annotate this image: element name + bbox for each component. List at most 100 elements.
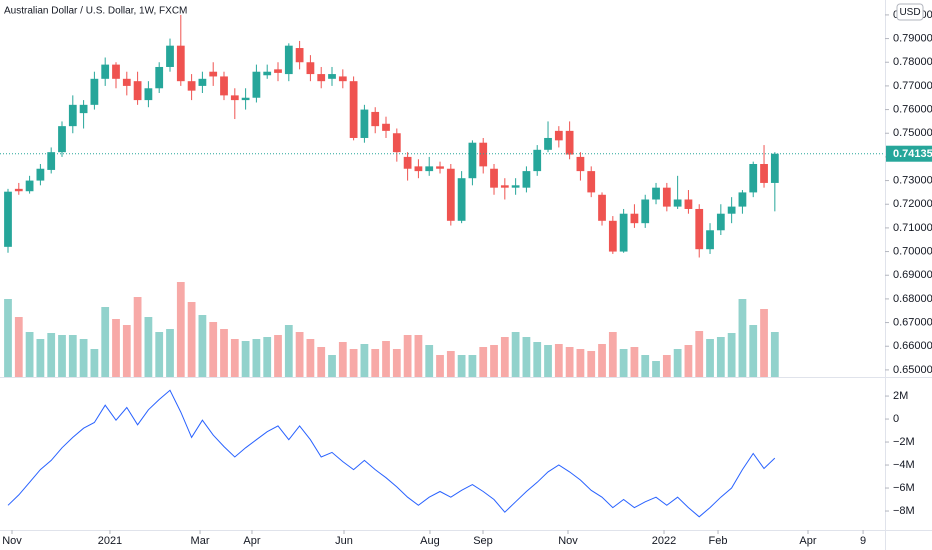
candle-body [695,208,704,250]
candle-body [641,199,650,224]
candle-body [436,166,444,169]
candle-body [176,45,185,82]
candle-body [392,133,401,153]
candle-body [716,213,725,231]
y-tick-label: 0.71000 [893,222,932,234]
x-tick-label: 2021 [98,535,122,547]
volume-bar [317,347,326,377]
x-tick-label: 2022 [652,535,676,547]
candle-body [47,152,56,170]
x-tick-label: Apr [799,535,816,547]
volume-bar [392,349,401,377]
candle-body [468,142,477,179]
indicator-line [7,389,776,518]
candle-body [565,130,574,155]
x-tick-label: Sep [473,535,493,547]
x-tick-label: Jun [335,535,353,547]
candle-body [608,220,617,252]
volume-bar [500,337,509,377]
volume-bar [403,335,412,377]
candle-body [338,76,347,82]
y-tick-label: 2M [893,390,908,402]
volume-bar [176,282,185,377]
volume-bar [166,329,174,377]
y-tick-label: 0 [893,413,899,425]
candle-body [706,230,714,250]
candle-body [263,71,272,76]
candle-body [414,166,423,172]
candle-body [684,199,693,209]
candle-body [68,104,77,127]
candle-body [673,199,682,207]
y-tick-label: 0.77000 [893,80,932,92]
candle-body [587,171,596,193]
volume-bar [662,355,671,377]
x-tick-label: Nov [558,535,578,547]
y-tick-label: 0.67000 [893,316,932,328]
y-tick-label: 0.72000 [893,198,932,210]
volume-bar [371,349,380,377]
y-tick-label: 0.70000 [893,245,932,257]
candle-body [446,168,455,221]
volume-bar [263,337,272,377]
volume-bar [770,332,779,377]
last-price-badge [886,145,932,162]
volume-bar [47,333,56,377]
volume-bar [328,355,336,377]
candle-body [727,206,736,214]
candle-body [14,188,23,192]
candle-body [522,171,531,188]
volume-bar [4,299,12,377]
volume-bar [220,329,228,377]
volume-bar [587,351,596,377]
volume-bar [230,339,239,377]
y-tick-label: −8M [893,505,915,517]
candle-body [511,185,520,188]
candle-body [554,130,563,141]
volume-bar [760,309,768,377]
volume-bar [90,349,99,377]
candle-body [598,194,606,221]
x-tick-label: Apr [243,535,260,547]
y-tick-label: 0.75000 [893,127,932,139]
candle-body [382,123,390,131]
volume-bar [112,319,120,377]
volume-bar [490,345,498,377]
volume-bar [749,325,758,377]
candle-body [220,76,228,96]
candle-body [652,187,660,200]
volume-bar [576,349,585,377]
volume-bar [414,335,423,377]
chart-title: Australian Dollar / U.S. Dollar, 1W, FXC… [4,6,187,17]
candle-body [500,185,509,188]
candle-body [90,78,99,105]
volume-bar [68,335,77,377]
y-tick-label: 0.79000 [893,32,932,44]
volume-bar [187,302,196,377]
volume-bar [58,335,66,377]
candle-body [112,64,120,79]
candle-body [317,74,326,82]
volume-bar [155,332,164,377]
volume-bar [479,347,488,377]
candle-body [544,137,552,150]
y-tick-label: 0.69000 [893,269,932,281]
volume-bar [425,345,434,377]
candle-body [133,81,142,101]
candle-body [122,78,131,86]
volume-bar [25,332,34,377]
y-tick-label: 0.65000 [893,364,932,376]
y-tick-label: 0.66000 [893,340,932,352]
volume-bar [706,339,714,377]
candle-body [425,166,434,172]
volume-bar [598,344,606,377]
volume-bar [79,339,88,377]
volume-bar [209,322,218,377]
candle-body [187,81,196,91]
volume-bar [511,332,520,377]
currency-label: USD [899,7,920,18]
volume-bar [101,307,110,377]
candle-body [576,156,585,172]
candle-body [144,88,153,101]
candle-body [619,213,628,252]
